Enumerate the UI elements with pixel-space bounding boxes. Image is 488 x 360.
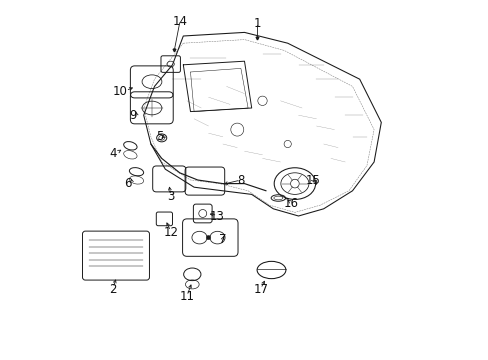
Text: 2: 2 [109, 283, 117, 296]
Text: 6: 6 [123, 177, 131, 190]
Text: 11: 11 [179, 291, 194, 303]
Text: 3: 3 [167, 190, 174, 203]
Text: 13: 13 [210, 210, 224, 222]
Circle shape [206, 235, 210, 240]
Text: 12: 12 [163, 226, 178, 239]
Text: 14: 14 [172, 15, 187, 28]
Text: 16: 16 [283, 197, 298, 210]
Text: 10: 10 [113, 85, 127, 98]
Text: 1: 1 [253, 17, 260, 30]
Text: 5: 5 [156, 130, 163, 143]
Text: 9: 9 [129, 109, 136, 122]
Text: 8: 8 [237, 174, 244, 186]
Text: 7: 7 [219, 233, 226, 246]
Text: 17: 17 [253, 283, 267, 296]
Text: 15: 15 [305, 174, 320, 186]
Text: 4: 4 [109, 147, 117, 159]
